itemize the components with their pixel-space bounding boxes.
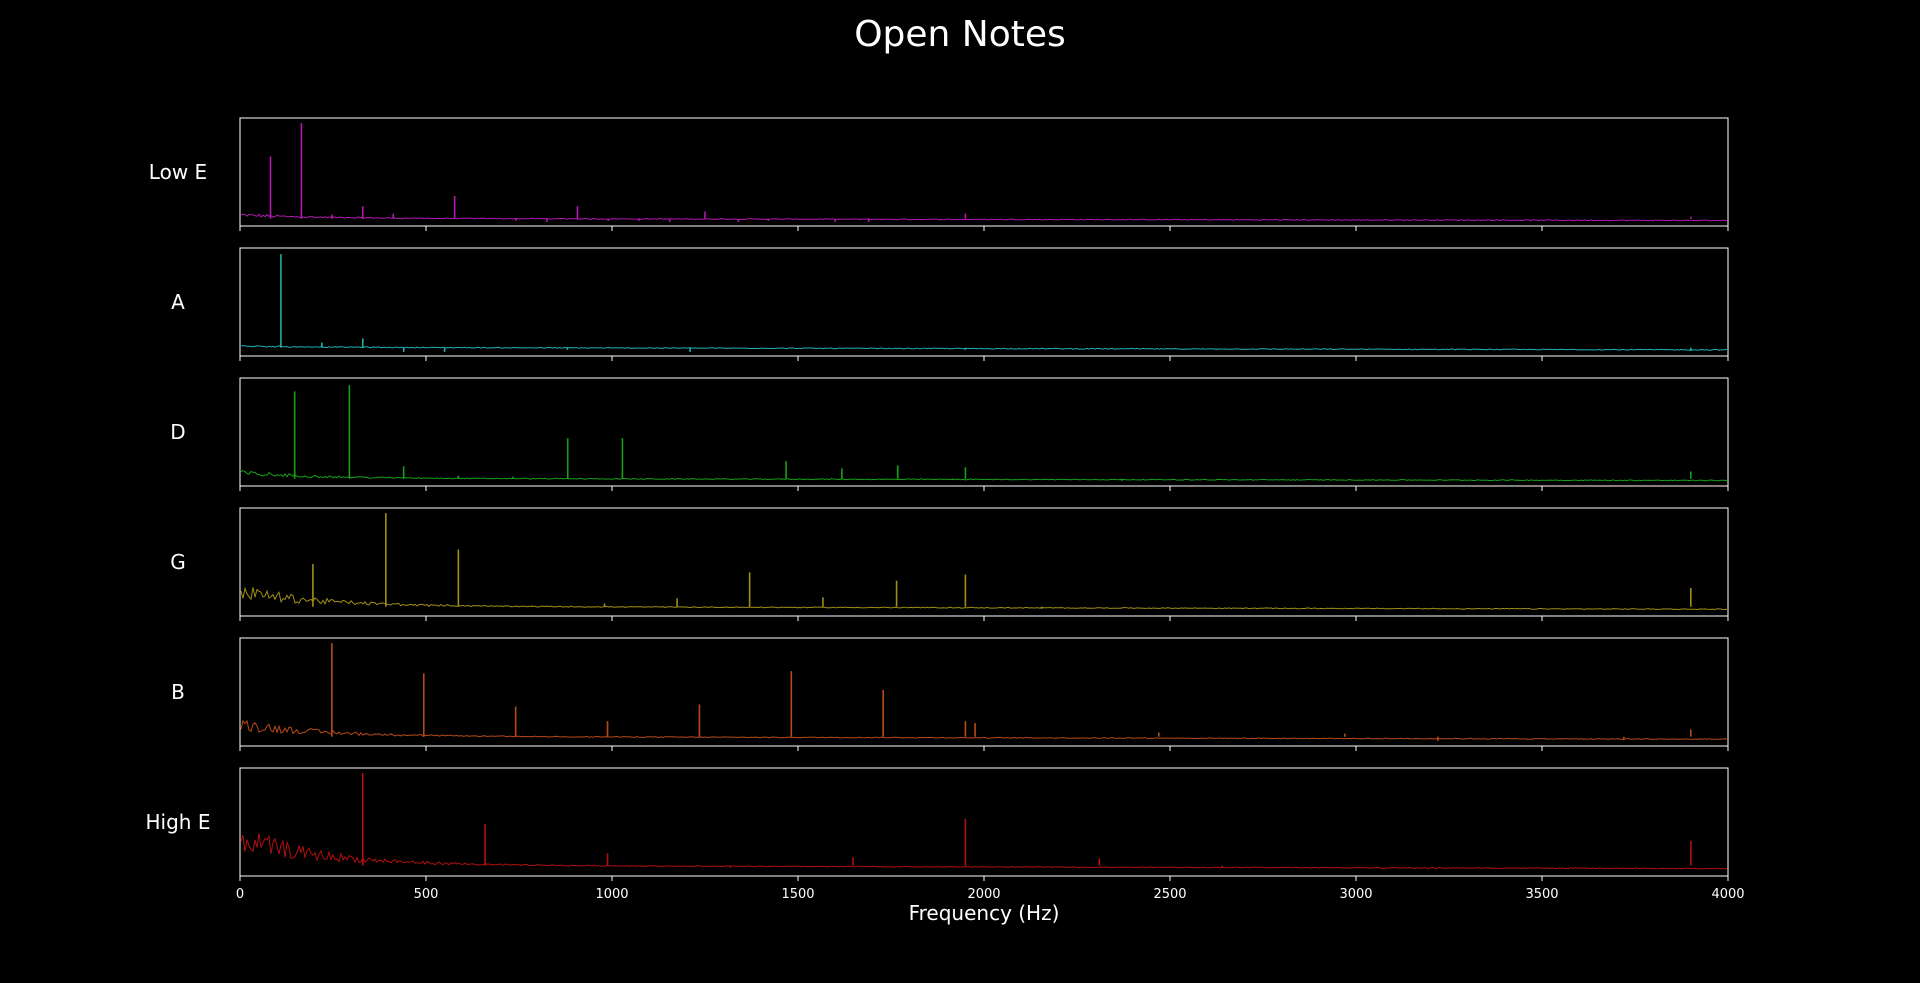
x-tick-label-1000: 1000 [595, 887, 628, 902]
subplot-d: D [170, 377, 1729, 491]
x-tick-label-1500: 1500 [781, 887, 814, 902]
chart-title: Open Notes [854, 14, 1066, 55]
spectrum-noise-a [240, 345, 1728, 351]
x-tick-label-0: 0 [236, 887, 244, 902]
row-label-low-e: Low E [149, 160, 207, 184]
spectrum-noise-b [240, 719, 1728, 741]
x-tick-label-500: 500 [414, 887, 439, 902]
spectrum-noise-g [240, 586, 1728, 611]
x-tick-label-3500: 3500 [1525, 887, 1558, 902]
row-label-high-e: High E [146, 810, 211, 834]
x-tick-label-2500: 2500 [1153, 887, 1186, 902]
subplot-high-e: High E [146, 767, 1729, 881]
spectrum-noise-high-e [240, 833, 1728, 870]
subplot-frame [239, 637, 1729, 747]
subplot-low-e: Low E [149, 117, 1729, 231]
x-axis-label: Frequency (Hz) [909, 901, 1060, 925]
subplot-frame [239, 117, 1729, 227]
subplot-frame [239, 247, 1729, 357]
subplot-group: Low E A D G B High E [146, 117, 1729, 881]
subplot-frame [239, 507, 1729, 617]
row-label-b: B [171, 680, 185, 704]
x-tick-label-4000: 4000 [1711, 887, 1744, 902]
subplot-b: B [171, 637, 1729, 751]
x-tick-label-3000: 3000 [1339, 887, 1372, 902]
spectrum-noise-d [240, 470, 1728, 482]
row-label-g: G [170, 550, 186, 574]
subplot-frame [239, 377, 1729, 487]
x-tick-label-2000: 2000 [967, 887, 1000, 902]
x-axis: 0 500 1000 1500 2000 2500 3000 3500 4000 [236, 887, 1745, 902]
spectrum-noise-low-e [240, 213, 1728, 222]
subplot-frame [239, 767, 1729, 877]
row-label-a: A [171, 290, 185, 314]
subplot-g: G [170, 507, 1729, 621]
subplot-a: A [171, 247, 1729, 361]
row-label-d: D [170, 420, 185, 444]
